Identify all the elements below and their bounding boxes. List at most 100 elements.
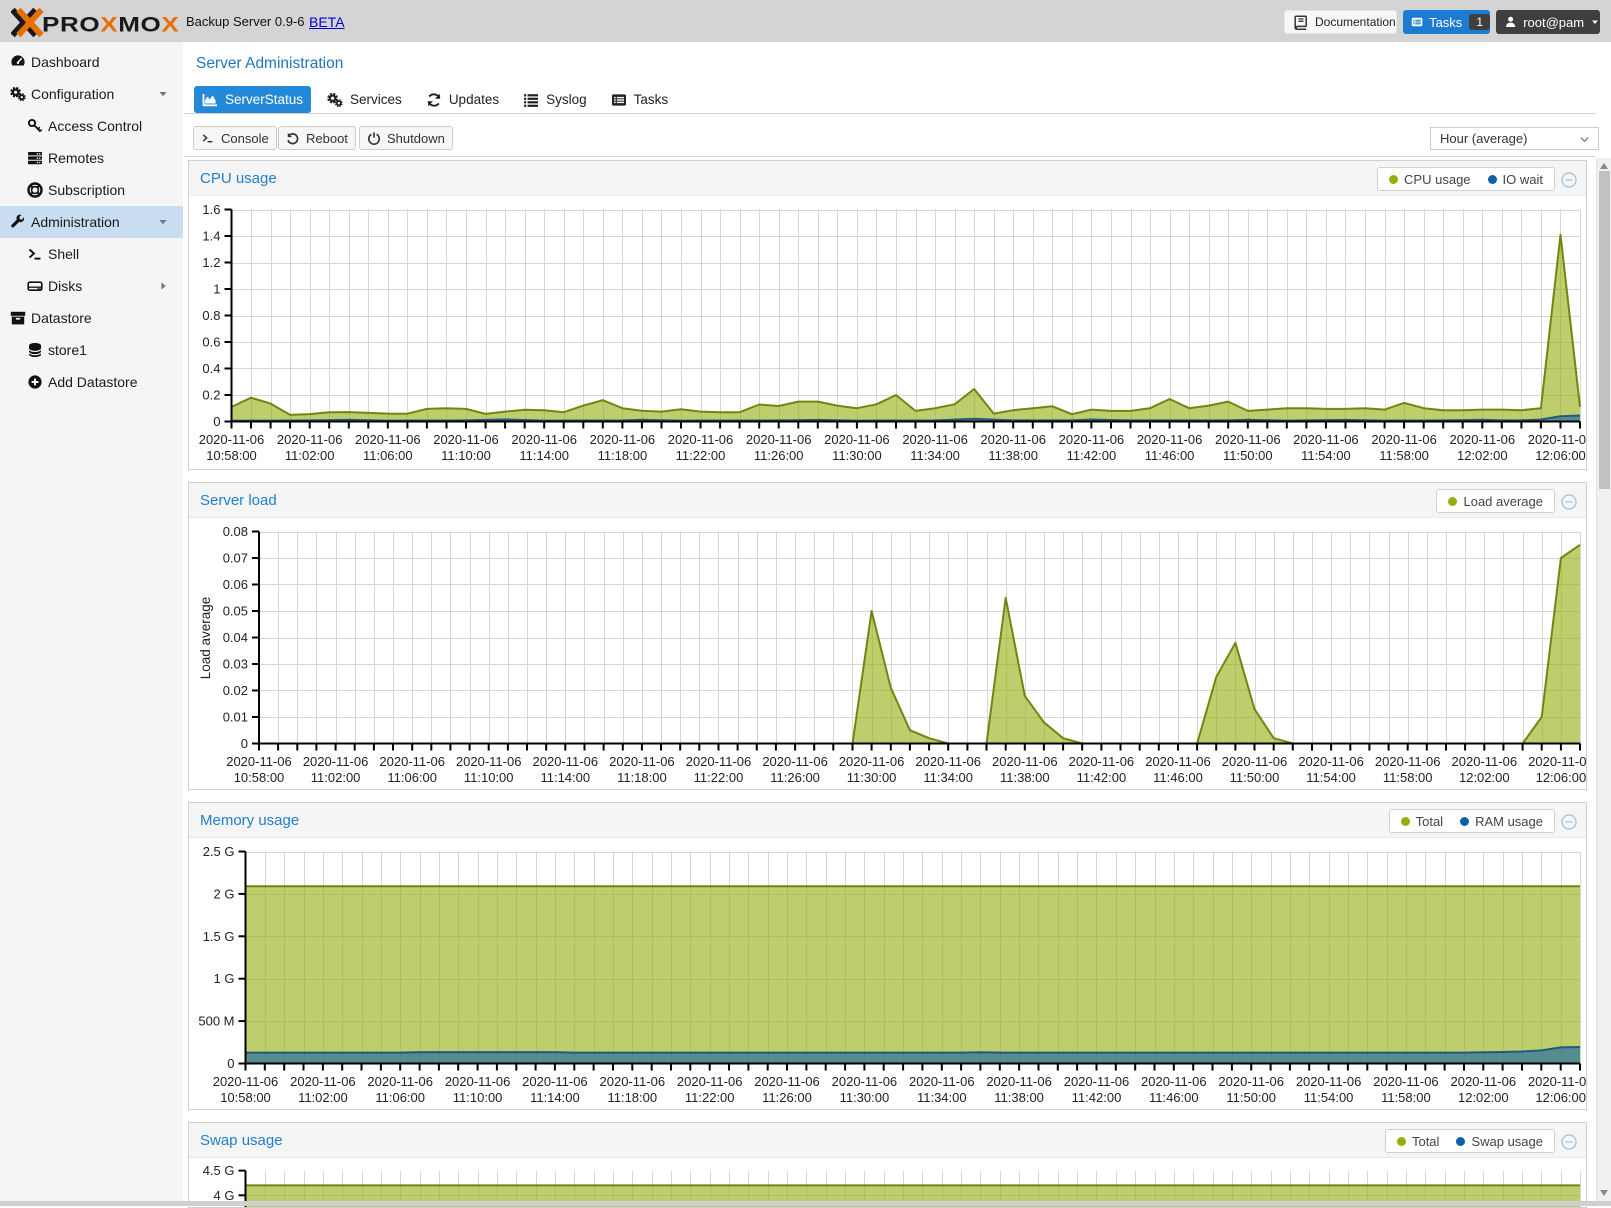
- svg-text:11:34:00: 11:34:00: [923, 770, 973, 785]
- svg-text:11:02:00: 11:02:00: [285, 448, 335, 463]
- svg-text:2020-11-06: 2020-11-06: [277, 432, 343, 447]
- svg-text:2020-11-06: 2020-11-06: [226, 754, 292, 769]
- svg-text:0: 0: [227, 1056, 234, 1071]
- svg-text:Load average: Load average: [198, 597, 213, 680]
- svg-text:2020-11-06: 2020-11-06: [522, 1074, 588, 1089]
- svg-text:2020-11-06: 2020-11-06: [1375, 754, 1441, 769]
- svg-text:11:06:00: 11:06:00: [375, 1090, 425, 1105]
- svg-text:2020-11-06: 2020-11-06: [511, 432, 577, 447]
- svg-text:11:22:00: 11:22:00: [676, 448, 726, 463]
- svg-text:2020-11-06: 2020-11-06: [992, 754, 1058, 769]
- svg-text:11:06:00: 11:06:00: [387, 770, 437, 785]
- svg-text:1 G: 1 G: [214, 971, 235, 986]
- svg-text:2020-11-06: 2020-11-06: [1145, 754, 1211, 769]
- svg-text:2020-11-06: 2020-11-06: [456, 754, 522, 769]
- svg-text:2020-11-06: 2020-11-06: [754, 1074, 820, 1089]
- svg-text:0.05: 0.05: [223, 604, 248, 619]
- svg-text:11:54:00: 11:54:00: [1304, 1090, 1354, 1105]
- svg-text:2020-11-06: 2020-11-06: [746, 432, 812, 447]
- svg-text:2020-11-06: 2020-11-06: [986, 1074, 1052, 1089]
- svg-text:2020-11-06: 2020-11-06: [1528, 1074, 1586, 1089]
- svg-text:11:10:00: 11:10:00: [441, 448, 491, 463]
- svg-text:11:14:00: 11:14:00: [540, 770, 590, 785]
- svg-text:11:58:00: 11:58:00: [1381, 1090, 1431, 1105]
- svg-text:4 G: 4 G: [214, 1188, 235, 1203]
- svg-text:2020-11-06: 2020-11-06: [762, 754, 828, 769]
- svg-text:2020-11-06: 2020-11-06: [433, 432, 499, 447]
- svg-text:0.8: 0.8: [202, 308, 220, 323]
- svg-text:2020-11-06: 2020-11-06: [1371, 432, 1437, 447]
- svg-text:11:26:00: 11:26:00: [762, 1090, 812, 1105]
- svg-text:2020-11-06: 2020-11-06: [199, 432, 265, 447]
- svg-text:0.02: 0.02: [223, 683, 248, 698]
- svg-text:10:58:00: 10:58:00: [220, 1090, 271, 1105]
- svg-text:2020-11-06: 2020-11-06: [824, 432, 890, 447]
- svg-text:11:42:00: 11:42:00: [1077, 770, 1127, 785]
- svg-text:0.07: 0.07: [223, 551, 248, 566]
- svg-text:2020-11-06: 2020-11-06: [379, 754, 445, 769]
- svg-text:10:58:00: 10:58:00: [206, 448, 257, 463]
- svg-text:2020-11-06: 2020-11-06: [909, 1074, 975, 1089]
- svg-text:0.03: 0.03: [223, 657, 248, 672]
- svg-text:2020-11-06: 2020-11-06: [290, 1074, 356, 1089]
- svg-text:2.5 G: 2.5 G: [203, 844, 235, 859]
- svg-text:1.5 G: 1.5 G: [203, 929, 235, 944]
- svg-text:2020-11-06: 2020-11-06: [902, 432, 968, 447]
- svg-text:2020-11-06: 2020-11-06: [600, 1074, 666, 1089]
- svg-text:11:10:00: 11:10:00: [464, 770, 514, 785]
- svg-text:11:22:00: 11:22:00: [685, 1090, 735, 1105]
- svg-text:2020-11-06: 2020-11-06: [668, 432, 734, 447]
- svg-text:0.2: 0.2: [202, 388, 220, 403]
- svg-text:11:46:00: 11:46:00: [1145, 448, 1195, 463]
- svg-text:11:22:00: 11:22:00: [694, 770, 744, 785]
- svg-text:11:18:00: 11:18:00: [617, 770, 667, 785]
- svg-text:2020-11-06: 2020-11-06: [1528, 754, 1586, 769]
- svg-text:0.6: 0.6: [202, 335, 220, 350]
- svg-text:1.4: 1.4: [202, 229, 220, 244]
- svg-text:2020-11-06: 2020-11-06: [1137, 432, 1203, 447]
- svg-text:12:06:00: 12:06:00: [1535, 1090, 1586, 1105]
- svg-text:11:30:00: 11:30:00: [847, 770, 897, 785]
- svg-text:2020-11-06: 2020-11-06: [1222, 754, 1288, 769]
- svg-text:2020-11-06: 2020-11-06: [590, 432, 656, 447]
- svg-text:0.08: 0.08: [223, 524, 248, 539]
- svg-text:12:06:00: 12:06:00: [1536, 770, 1586, 785]
- svg-text:2020-11-06: 2020-11-06: [1064, 1074, 1130, 1089]
- svg-text:2020-11-06: 2020-11-06: [915, 754, 981, 769]
- svg-text:11:46:00: 11:46:00: [1153, 770, 1203, 785]
- svg-text:1.2: 1.2: [202, 255, 220, 270]
- svg-text:11:02:00: 11:02:00: [311, 770, 361, 785]
- svg-text:11:42:00: 11:42:00: [1067, 448, 1117, 463]
- svg-text:11:18:00: 11:18:00: [598, 448, 648, 463]
- svg-text:2020-11-06: 2020-11-06: [1298, 754, 1364, 769]
- svg-text:2020-11-06: 2020-11-06: [677, 1074, 743, 1089]
- svg-text:11:14:00: 11:14:00: [519, 448, 569, 463]
- svg-text:11:38:00: 11:38:00: [988, 448, 1038, 463]
- svg-text:11:30:00: 11:30:00: [840, 1090, 890, 1105]
- svg-text:2020-11-06: 2020-11-06: [1141, 1074, 1207, 1089]
- svg-text:11:58:00: 11:58:00: [1383, 770, 1433, 785]
- svg-text:2020-11-06: 2020-11-06: [839, 754, 905, 769]
- svg-text:2020-11-06: 2020-11-06: [1069, 754, 1135, 769]
- svg-text:500 M: 500 M: [198, 1014, 234, 1029]
- svg-text:2020-11-06: 2020-11-06: [686, 754, 752, 769]
- svg-text:11:38:00: 11:38:00: [1000, 770, 1050, 785]
- svg-text:2020-11-06: 2020-11-06: [445, 1074, 511, 1089]
- svg-text:PROXMOX: PROXMOX: [42, 14, 179, 37]
- svg-text:2020-11-06: 2020-11-06: [303, 754, 369, 769]
- svg-text:11:34:00: 11:34:00: [917, 1090, 967, 1105]
- svg-text:2020-11-06: 2020-11-06: [1450, 432, 1516, 447]
- svg-text:11:50:00: 11:50:00: [1223, 448, 1273, 463]
- svg-text:11:18:00: 11:18:00: [607, 1090, 657, 1105]
- svg-text:2020-11-06: 2020-11-06: [1528, 432, 1586, 447]
- svg-text:2020-11-06: 2020-11-06: [367, 1074, 433, 1089]
- svg-text:12:02:00: 12:02:00: [1459, 770, 1510, 785]
- svg-text:0.4: 0.4: [202, 361, 220, 376]
- svg-text:11:38:00: 11:38:00: [994, 1090, 1044, 1105]
- svg-text:1.6: 1.6: [202, 202, 220, 217]
- svg-text:11:14:00: 11:14:00: [530, 1090, 580, 1105]
- svg-text:11:54:00: 11:54:00: [1301, 448, 1351, 463]
- svg-text:2 G: 2 G: [214, 886, 235, 901]
- svg-text:11:54:00: 11:54:00: [1306, 770, 1356, 785]
- svg-text:0.06: 0.06: [223, 577, 248, 592]
